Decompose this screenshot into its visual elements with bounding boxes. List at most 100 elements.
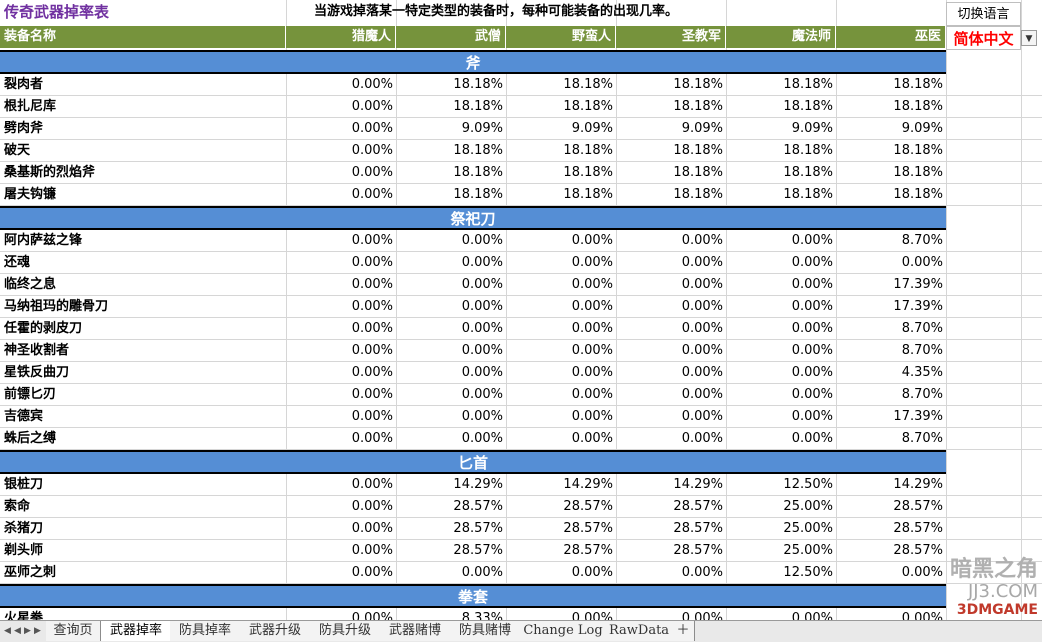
equipment-name-cell[interactable]: 巫师之刺	[4, 565, 57, 580]
drop-rate-cell[interactable]: 0.00%	[681, 277, 723, 292]
drop-rate-cell[interactable]: 0.00%	[351, 187, 393, 202]
drop-rate-cell[interactable]: 0.00%	[791, 343, 833, 358]
equipment-name-cell[interactable]: 吉德宾	[4, 409, 44, 424]
drop-rate-cell[interactable]: 0.00%	[791, 409, 833, 424]
drop-rate-cell[interactable]: 0.00%	[791, 321, 833, 336]
drop-rate-cell[interactable]: 0.00%	[351, 321, 393, 336]
drop-rate-cell[interactable]: 0.00%	[681, 321, 723, 336]
last-sheet-arrow-icon[interactable]: ▶	[34, 626, 41, 636]
drop-rate-cell[interactable]: 8.70%	[901, 387, 943, 402]
equipment-name-cell[interactable]: 破天	[4, 143, 31, 158]
drop-rate-cell[interactable]: 18.18%	[673, 165, 723, 180]
sheet-tab[interactable]: Change Log	[520, 621, 607, 641]
drop-rate-cell[interactable]: 0.00%	[681, 565, 723, 580]
drop-rate-cell[interactable]: 8.70%	[901, 321, 943, 336]
drop-rate-cell[interactable]: 0.00%	[571, 565, 613, 580]
drop-rate-cell[interactable]: 0.00%	[681, 343, 723, 358]
equipment-name-cell[interactable]: 银桩刀	[4, 477, 44, 492]
first-sheet-arrow-icon[interactable]: ◀	[4, 626, 11, 636]
drop-rate-cell[interactable]: 0.00%	[351, 365, 393, 380]
drop-rate-cell[interactable]: 0.00%	[351, 143, 393, 158]
drop-rate-cell[interactable]: 4.35%	[901, 365, 943, 380]
drop-rate-cell[interactable]: 0.00%	[461, 321, 503, 336]
equipment-name-cell[interactable]: 屠夫钩镰	[4, 187, 57, 202]
drop-rate-cell[interactable]: 8.33%	[461, 611, 503, 620]
equipment-name-cell[interactable]: 火星拳	[4, 611, 44, 620]
drop-rate-cell[interactable]: 28.57%	[453, 499, 503, 514]
drop-rate-cell[interactable]: 14.29%	[893, 477, 943, 492]
drop-rate-cell[interactable]: 0.00%	[571, 431, 613, 446]
drop-rate-cell[interactable]: 0.00%	[901, 255, 943, 270]
drop-rate-cell[interactable]: 0.00%	[791, 611, 833, 620]
drop-rate-cell[interactable]: 0.00%	[681, 233, 723, 248]
drop-rate-cell[interactable]: 25.00%	[783, 521, 833, 536]
drop-rate-cell[interactable]: 18.18%	[783, 143, 833, 158]
drop-rate-cell[interactable]: 0.00%	[791, 233, 833, 248]
language-select[interactable]: 简体中文	[946, 26, 1021, 50]
drop-rate-cell[interactable]: 0.00%	[351, 121, 393, 136]
drop-rate-cell[interactable]: 28.57%	[563, 499, 613, 514]
drop-rate-cell[interactable]: 0.00%	[351, 611, 393, 620]
drop-rate-cell[interactable]: 18.18%	[893, 187, 943, 202]
drop-rate-cell[interactable]: 0.00%	[901, 565, 943, 580]
drop-rate-cell[interactable]: 0.00%	[351, 543, 393, 558]
equipment-name-cell[interactable]: 剃头师	[4, 543, 44, 558]
drop-rate-cell[interactable]: 18.18%	[783, 99, 833, 114]
sheet-tab[interactable]: 武器赌博	[380, 621, 451, 641]
drop-rate-cell[interactable]: 18.18%	[783, 187, 833, 202]
drop-rate-cell[interactable]: 12.50%	[783, 565, 833, 580]
equipment-name-cell[interactable]: 索命	[4, 499, 31, 514]
drop-rate-cell[interactable]: 0.00%	[351, 409, 393, 424]
drop-rate-cell[interactable]: 18.18%	[453, 77, 503, 92]
drop-rate-cell[interactable]: 0.00%	[351, 165, 393, 180]
drop-rate-cell[interactable]: 0.00%	[461, 387, 503, 402]
drop-rate-cell[interactable]: 0.00%	[351, 299, 393, 314]
drop-rate-cell[interactable]: 28.57%	[673, 521, 723, 536]
prev-sheet-arrow-icon[interactable]: ◀	[14, 626, 21, 636]
drop-rate-cell[interactable]: 18.18%	[453, 99, 503, 114]
drop-rate-cell[interactable]: 28.57%	[893, 543, 943, 558]
sheet-tab[interactable]: 防具赌博	[450, 621, 521, 641]
drop-rate-cell[interactable]: 18.18%	[563, 143, 613, 158]
drop-rate-cell[interactable]: 0.00%	[351, 343, 393, 358]
drop-rate-cell[interactable]: 0.00%	[681, 299, 723, 314]
drop-rate-cell[interactable]: 28.57%	[673, 543, 723, 558]
drop-rate-cell[interactable]: 0.00%	[351, 255, 393, 270]
sheet-tab[interactable]: 防具升级	[310, 621, 381, 641]
drop-rate-cell[interactable]: 0.00%	[681, 611, 723, 620]
next-sheet-arrow-icon[interactable]: ▶	[24, 626, 31, 636]
drop-rate-cell[interactable]: 0.00%	[461, 299, 503, 314]
drop-rate-cell[interactable]: 0.00%	[571, 409, 613, 424]
sheet-tab[interactable]: 武器掉率	[100, 621, 172, 641]
drop-rate-cell[interactable]: 18.18%	[893, 77, 943, 92]
drop-rate-cell[interactable]: 12.50%	[783, 477, 833, 492]
drop-rate-cell[interactable]: 0.00%	[791, 365, 833, 380]
equipment-name-cell[interactable]: 任霍的剥皮刀	[4, 321, 83, 336]
sheet-tab[interactable]: 查询页	[46, 621, 101, 641]
drop-rate-cell[interactable]: 28.57%	[563, 521, 613, 536]
drop-rate-cell[interactable]: 14.29%	[453, 477, 503, 492]
drop-rate-cell[interactable]: 28.57%	[673, 499, 723, 514]
equipment-name-cell[interactable]: 根扎尼库	[4, 99, 57, 114]
equipment-name-cell[interactable]: 桑基斯的烈焰斧	[4, 165, 96, 180]
drop-rate-cell[interactable]: 9.09%	[571, 121, 613, 136]
drop-rate-cell[interactable]: 9.09%	[461, 121, 503, 136]
drop-rate-cell[interactable]: 18.18%	[453, 187, 503, 202]
drop-rate-cell[interactable]: 0.00%	[351, 477, 393, 492]
drop-rate-cell[interactable]: 0.00%	[901, 611, 943, 620]
drop-rate-cell[interactable]: 0.00%	[351, 565, 393, 580]
equipment-name-cell[interactable]: 杀猪刀	[4, 521, 44, 536]
equipment-name-cell[interactable]: 前镖匕刃	[4, 387, 57, 402]
equipment-name-cell[interactable]: 蛛后之缚	[4, 431, 57, 446]
drop-rate-cell[interactable]: 0.00%	[791, 431, 833, 446]
drop-rate-cell[interactable]: 18.18%	[673, 77, 723, 92]
drop-rate-cell[interactable]: 0.00%	[571, 343, 613, 358]
drop-rate-cell[interactable]: 18.18%	[783, 77, 833, 92]
drop-rate-cell[interactable]: 0.00%	[461, 565, 503, 580]
drop-rate-cell[interactable]: 9.09%	[681, 121, 723, 136]
drop-rate-cell[interactable]: 0.00%	[681, 387, 723, 402]
drop-rate-cell[interactable]: 17.39%	[893, 299, 943, 314]
sheet-tab[interactable]: 武器升级	[240, 621, 311, 641]
drop-rate-cell[interactable]: 18.18%	[673, 187, 723, 202]
drop-rate-cell[interactable]: 0.00%	[571, 387, 613, 402]
